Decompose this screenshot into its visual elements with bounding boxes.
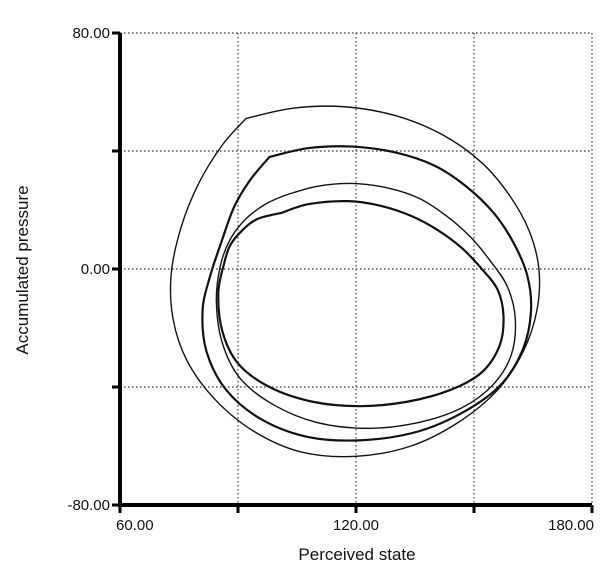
grid-lines [120, 32, 593, 505]
trajectory-loop-1 [215, 182, 517, 429]
y-tick-label-4: 80.00 [72, 25, 110, 42]
trajectory-loop-0 [217, 200, 505, 408]
trajectory-series [169, 105, 541, 458]
x-axis-label: Perceived state [298, 545, 415, 564]
axes [112, 31, 594, 513]
y-tick-label-2: 0.00 [81, 261, 110, 278]
trajectory-loop-2 [201, 145, 533, 442]
y-tick-label-0: -80.00 [67, 497, 110, 514]
y-axis-label: Accumulated pressure [13, 185, 32, 354]
x-tick-label-0: 60.00 [116, 517, 154, 534]
x-tick-label-2: 120.00 [333, 517, 379, 534]
x-tick-label-4: 180.00 [548, 517, 594, 534]
tick-labels: -80.00 0.00 80.00 60.00 120.00 180.00 [67, 25, 594, 534]
trajectory-loop-3 [169, 105, 541, 458]
